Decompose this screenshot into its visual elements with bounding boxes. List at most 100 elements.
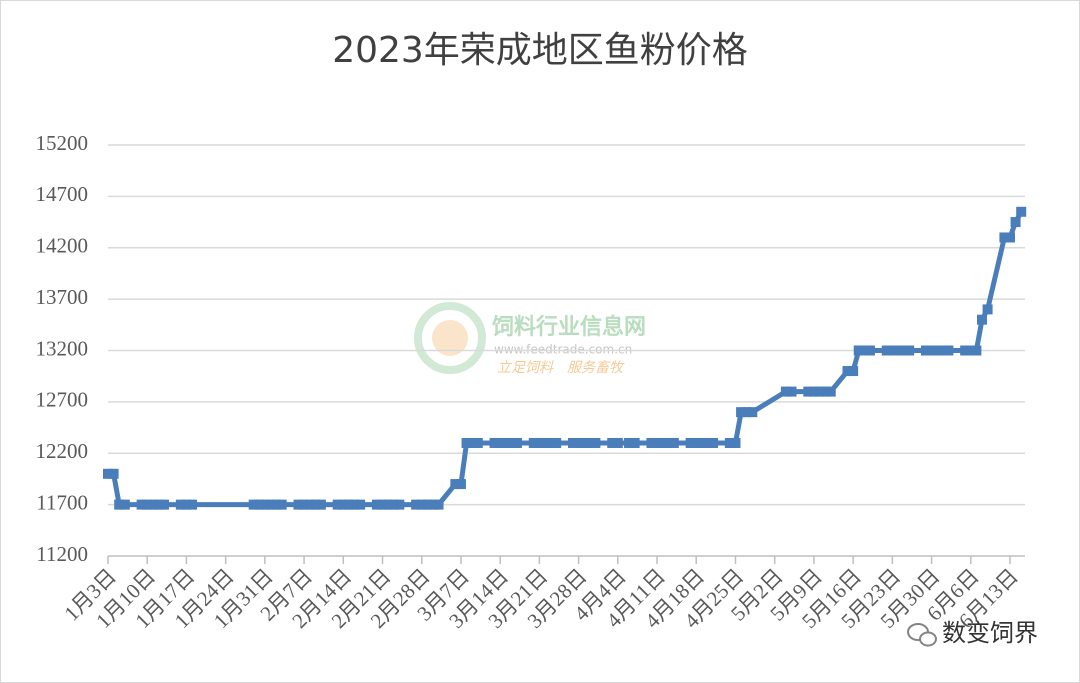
point-marker bbox=[1010, 217, 1021, 228]
point-marker bbox=[506, 437, 517, 448]
point-marker bbox=[416, 499, 427, 510]
point-marker bbox=[545, 437, 556, 448]
point-marker bbox=[741, 407, 752, 418]
wechat-icon bbox=[907, 623, 937, 647]
point-marker bbox=[708, 437, 719, 448]
watermark: www.feedtrade.com.cn bbox=[494, 343, 632, 357]
point-marker bbox=[724, 437, 735, 448]
point-marker bbox=[455, 479, 466, 490]
point-marker bbox=[293, 499, 304, 510]
point-marker bbox=[271, 499, 282, 510]
watermark: 数变饲界 bbox=[942, 619, 1038, 647]
point-marker bbox=[332, 499, 343, 510]
point-marker bbox=[1005, 232, 1015, 243]
point-marker bbox=[489, 437, 500, 448]
point-marker bbox=[371, 499, 382, 510]
watermark-logo bbox=[414, 302, 486, 374]
point-marker bbox=[276, 499, 287, 510]
point-marker bbox=[747, 407, 758, 418]
point-marker bbox=[926, 345, 937, 356]
point-marker bbox=[427, 499, 438, 510]
point-marker bbox=[814, 386, 825, 397]
point-marker bbox=[898, 345, 909, 356]
point-marker bbox=[142, 499, 153, 510]
point-marker bbox=[153, 499, 164, 510]
point-marker bbox=[467, 437, 478, 448]
point-marker bbox=[825, 386, 836, 397]
point-marker bbox=[786, 386, 797, 397]
point-marker bbox=[920, 345, 931, 356]
point-marker bbox=[999, 232, 1010, 243]
point-marker bbox=[859, 345, 870, 356]
point-marker bbox=[528, 437, 539, 448]
watermark: 立足饲料 服务畜牧 bbox=[497, 360, 625, 376]
y-tick-label: 12200 bbox=[36, 439, 89, 463]
point-marker bbox=[265, 499, 276, 510]
point-marker bbox=[349, 499, 360, 510]
point-marker bbox=[965, 345, 976, 356]
point-marker bbox=[534, 437, 545, 448]
point-marker bbox=[377, 499, 388, 510]
point-marker bbox=[159, 499, 170, 510]
point-marker bbox=[433, 499, 444, 510]
point-marker bbox=[259, 499, 270, 510]
y-tick-label: 14200 bbox=[36, 234, 89, 258]
point-marker bbox=[411, 499, 422, 510]
point-marker bbox=[730, 437, 741, 448]
point-marker bbox=[976, 314, 987, 325]
y-tick-label: 11200 bbox=[36, 542, 88, 566]
point-marker bbox=[612, 437, 623, 448]
point-marker bbox=[864, 345, 875, 356]
point-marker bbox=[114, 499, 125, 510]
point-marker bbox=[551, 437, 562, 448]
point-marker bbox=[254, 499, 265, 510]
watermark: 饲料行业信息网 bbox=[491, 314, 646, 340]
point-marker bbox=[304, 499, 315, 510]
point-marker bbox=[663, 437, 674, 448]
point-marker bbox=[702, 437, 713, 448]
point-marker bbox=[646, 437, 657, 448]
point-marker bbox=[315, 499, 326, 510]
point-marker bbox=[853, 345, 864, 356]
point-marker bbox=[338, 499, 349, 510]
point-marker bbox=[147, 499, 158, 510]
point-marker bbox=[511, 437, 522, 448]
point-marker bbox=[343, 499, 354, 510]
y-tick-label: 11700 bbox=[36, 490, 88, 514]
point-marker bbox=[943, 345, 954, 356]
point-marker bbox=[136, 499, 147, 510]
point-marker bbox=[937, 345, 948, 356]
point-marker bbox=[820, 386, 831, 397]
point-marker bbox=[175, 499, 186, 510]
point-marker bbox=[461, 437, 472, 448]
point-marker bbox=[388, 499, 399, 510]
point-marker bbox=[848, 366, 859, 377]
point-marker bbox=[394, 499, 405, 510]
point-marker bbox=[892, 345, 903, 356]
point-marker bbox=[657, 437, 668, 448]
point-marker bbox=[299, 499, 310, 510]
point-marker bbox=[881, 345, 892, 356]
point-marker bbox=[808, 386, 819, 397]
point-marker bbox=[624, 437, 635, 448]
point-marker bbox=[685, 437, 696, 448]
y-tick-label: 13700 bbox=[36, 285, 89, 309]
y-tick-label: 14700 bbox=[36, 182, 89, 206]
point-marker bbox=[607, 437, 618, 448]
point-marker bbox=[573, 437, 584, 448]
point-marker bbox=[691, 437, 702, 448]
point-marker bbox=[652, 437, 663, 448]
point-marker bbox=[696, 437, 707, 448]
point-marker bbox=[108, 468, 119, 479]
point-marker bbox=[629, 437, 640, 448]
point-marker bbox=[584, 437, 595, 448]
point-marker bbox=[579, 437, 590, 448]
chart-title: 2023年荣成地区鱼粉价格 bbox=[332, 30, 748, 71]
point-marker bbox=[422, 499, 433, 510]
point-marker bbox=[803, 386, 814, 397]
point-marker bbox=[736, 407, 747, 418]
point-marker bbox=[500, 437, 511, 448]
point-marker bbox=[187, 499, 198, 510]
point-marker bbox=[1016, 206, 1027, 217]
